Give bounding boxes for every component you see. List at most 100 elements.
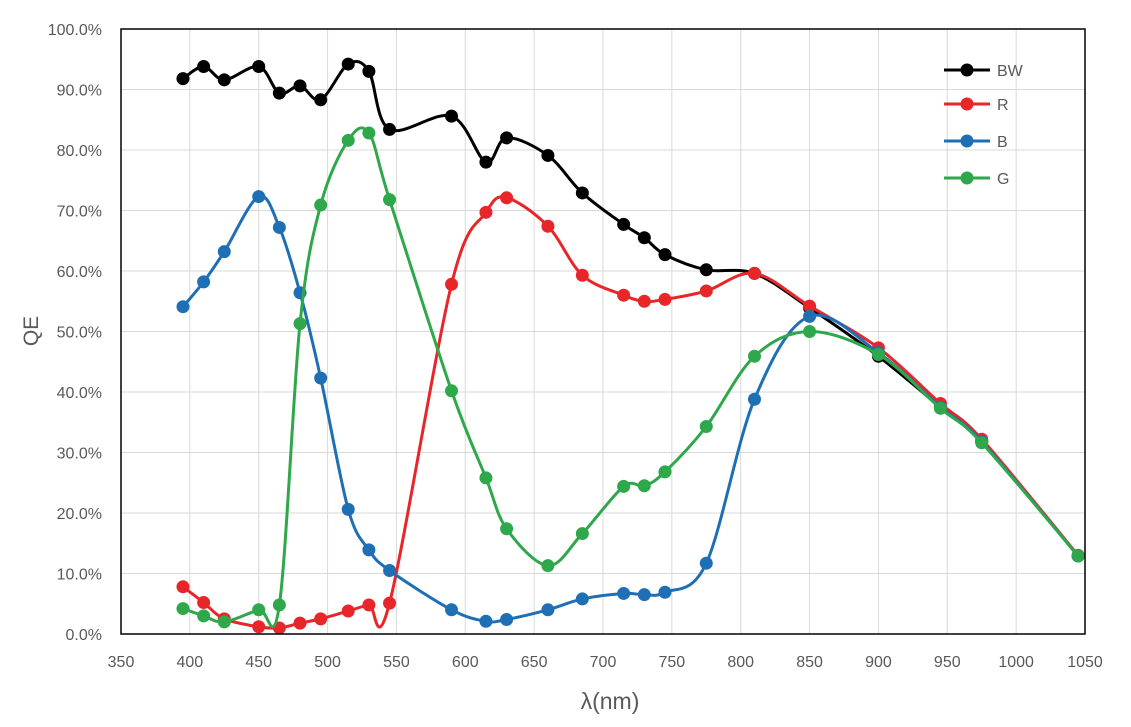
x-tick-label: 750 [659,654,686,671]
y-tick-label: 20.0% [57,506,102,523]
data-point [293,79,307,93]
data-point [699,284,713,298]
legend-label-b: B [997,134,1008,151]
series-g [176,126,1085,629]
x-tick-label: 500 [314,654,341,671]
legend-marker-bw [960,63,974,77]
x-tick-label: 850 [796,654,823,671]
data-point [341,133,355,147]
data-point [699,263,713,277]
series-line-b [181,194,1080,624]
x-tick-label: 800 [727,654,754,671]
x-tick-label: 950 [934,654,961,671]
data-point [658,292,672,306]
data-point [699,556,713,570]
data-point [658,465,672,479]
data-point [617,479,631,493]
data-point [933,401,947,415]
data-point [479,205,493,219]
data-point [500,612,514,626]
data-point [176,300,190,314]
data-point [479,155,493,169]
legend-label-g: G [997,171,1009,188]
data-point [445,277,459,291]
x-tick-label: 1000 [998,654,1034,671]
data-point [176,580,190,594]
data-point [871,347,885,361]
x-tick-label: 900 [865,654,892,671]
data-point [383,122,397,136]
data-point [314,198,328,212]
data-point [500,191,514,205]
y-tick-label: 90.0% [57,83,102,100]
data-point [617,217,631,231]
data-point [383,596,397,610]
data-point [252,603,266,617]
data-point [637,294,651,308]
data-point [197,275,211,289]
data-point [658,248,672,262]
data-point [617,586,631,600]
y-tick-label: 100.0% [48,22,102,39]
data-point [341,502,355,516]
data-point [617,288,631,302]
data-point [341,57,355,71]
legend-marker-r [960,97,974,111]
series-bw [176,57,1085,563]
plot-border [120,28,1086,635]
data-point [575,186,589,200]
data-point [252,190,266,204]
data-point [803,299,817,313]
data-point [314,612,328,626]
data-point [252,60,266,74]
data-point [445,384,459,398]
data-point [747,266,761,280]
y-tick-label: 40.0% [57,385,102,402]
data-point [272,598,286,612]
y-tick-label: 60.0% [57,264,102,281]
data-point [272,220,286,234]
x-axis-label: λ(nm) [581,688,640,714]
data-point [272,86,286,100]
series-line-g [182,126,1080,629]
data-point [637,479,651,493]
data-point [314,371,328,385]
data-point [217,615,231,629]
data-point [541,219,555,233]
data-point [252,620,266,634]
data-point [637,588,651,602]
data-point [699,419,713,433]
x-tick-label: 350 [108,654,135,671]
data-point [217,73,231,87]
data-point [500,522,514,536]
x-tick-label: 700 [590,654,617,671]
data-point [747,349,761,363]
x-tick-label: 550 [383,654,410,671]
data-point [293,317,307,331]
legend-marker-g [960,171,974,185]
series-lines [176,57,1085,635]
x-tick-label: 1050 [1067,654,1103,671]
x-tick-label: 600 [452,654,479,671]
y-tick-label: 80.0% [57,143,102,160]
data-point [362,598,376,612]
data-point [293,616,307,630]
x-tick-label: 650 [521,654,548,671]
y-tick-label: 50.0% [57,325,102,342]
data-point [1071,549,1085,563]
legend: BW R B G [944,63,1024,188]
data-point [575,527,589,541]
legend-marker-b [960,134,974,148]
data-point [176,72,190,86]
data-point [217,245,231,259]
data-point [747,392,761,406]
data-point [176,602,190,616]
legend-label-r: R [997,97,1009,114]
y-axis-label: QE [20,316,43,346]
y-tick-label: 10.0% [57,567,102,584]
x-tick-label: 400 [177,654,204,671]
data-point [803,325,817,338]
data-point [500,131,514,145]
